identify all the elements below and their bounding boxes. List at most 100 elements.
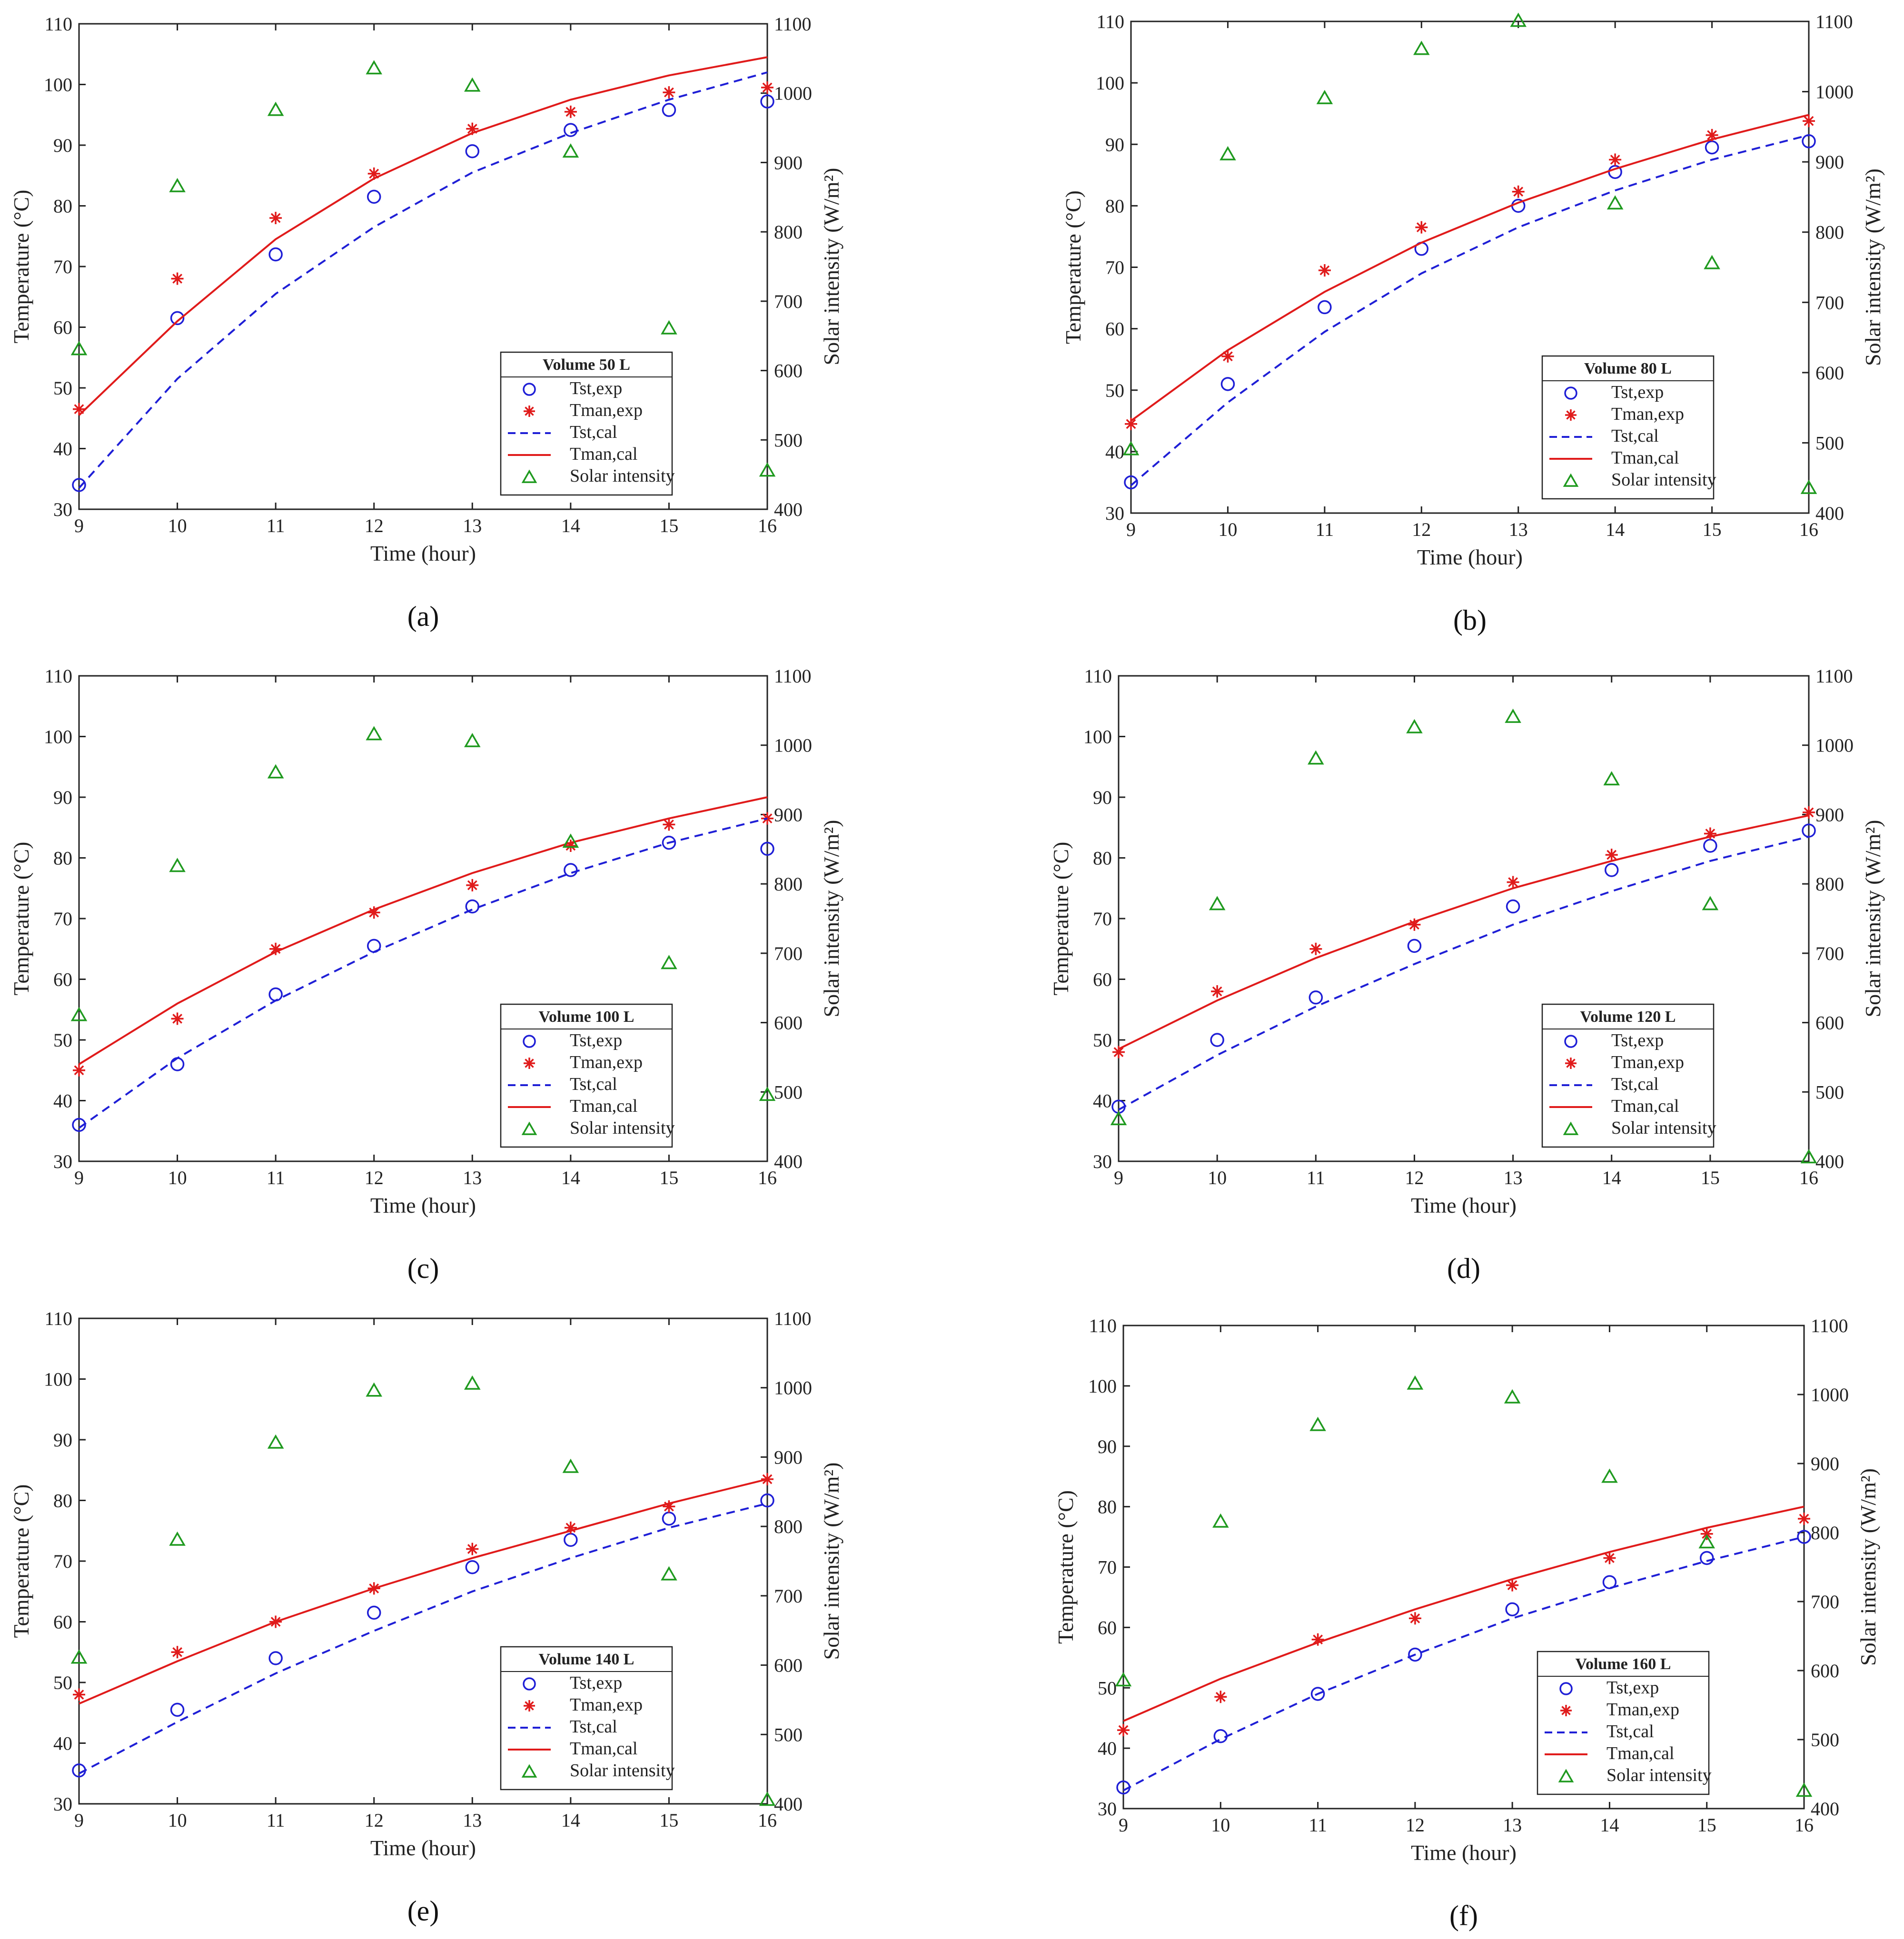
legend: Volume 50 L Tst,expTman,expTst,calTman,ca…	[500, 351, 675, 496]
y-right-axis-label: Solar intensity (W/m²)	[1861, 168, 1885, 366]
legend-title: Volume 80 L	[1584, 360, 1672, 377]
y-axis-label: Temperature (°C)	[1049, 842, 1073, 996]
legend-entry-label: Tst,cal	[1611, 1074, 1659, 1094]
x-tick-label: 9	[74, 1167, 84, 1188]
y-tick-label: 70	[53, 256, 72, 277]
legend-entry-label: Tst,exp	[570, 1673, 622, 1693]
x-axis-label: Time (hour)	[370, 1836, 476, 1860]
data-point-circle	[268, 987, 283, 1002]
data-point-star	[1214, 1691, 1227, 1703]
data-point-triangle	[759, 1791, 776, 1806]
data-point-star	[663, 1500, 675, 1513]
y-right-tick-label: 600	[1811, 1660, 1839, 1682]
legend-title: Volume 100 L	[539, 1008, 635, 1026]
data-point-circle	[1797, 1530, 1811, 1544]
data-point-circle	[1506, 899, 1520, 914]
series-solar-intensity	[1110, 708, 1817, 1164]
y-right-tick-label: 500	[1811, 1729, 1839, 1751]
x-axis-label: Time (hour)	[370, 541, 476, 565]
data-point-triangle	[1601, 1468, 1618, 1483]
legend-entry-label: Tman,cal	[570, 1739, 637, 1759]
data-point-circle	[1703, 839, 1717, 853]
y-tick-label: 50	[1093, 1029, 1112, 1051]
legend-entry-label: Tman,cal	[1606, 1743, 1674, 1763]
y-right-tick-label: 700	[1811, 1591, 1839, 1613]
x-tick-label: 14	[1600, 1814, 1619, 1836]
x-tick-label: 16	[1799, 1167, 1818, 1188]
x-tick-label: 11	[267, 1810, 285, 1831]
data-point-triangle	[562, 833, 579, 848]
data-point-triangle	[661, 320, 677, 335]
legend-entry-label: Tst,cal	[570, 1074, 617, 1094]
data-point-circle	[564, 123, 578, 137]
series-curve	[78, 71, 768, 489]
data-point-triangle	[70, 341, 88, 356]
x-tick-label: 14	[561, 1167, 580, 1188]
legend-marker-star	[524, 406, 535, 417]
y-tick-label: 50	[53, 1029, 72, 1051]
data-point-star	[1803, 115, 1815, 128]
legend-marker-circle	[523, 383, 536, 396]
y-tick-label: 100	[44, 74, 72, 96]
data-point-triangle	[464, 732, 481, 747]
x-tick-label: 15	[1703, 519, 1722, 540]
y-right-tick-label: 700	[1815, 943, 1844, 964]
legend-marker-star	[1565, 409, 1577, 421]
legend-entry-label: Tman,cal	[1611, 448, 1679, 468]
legend-marker-circle	[1559, 1682, 1573, 1695]
data-point-star	[1605, 849, 1618, 861]
data-point-star	[1798, 1513, 1810, 1525]
data-point-triangle	[1406, 719, 1423, 733]
data-point-triangle	[1115, 1672, 1132, 1687]
data-point-triangle	[1407, 1375, 1424, 1390]
legend-marker-circle	[1564, 1035, 1577, 1048]
legend-title: Volume 120 L	[1580, 1008, 1676, 1026]
series-curve	[79, 1478, 768, 1705]
y-right-tick-label: 800	[1815, 873, 1844, 895]
y-tick-label: 30	[53, 499, 72, 520]
data-point-star	[269, 212, 282, 224]
data-point-star	[1311, 1633, 1324, 1646]
data-point-triangle	[759, 1087, 776, 1101]
data-point-triangle	[1510, 12, 1527, 27]
x-axis-label: Time (hour)	[370, 1193, 476, 1217]
data-point-circle	[1309, 990, 1323, 1005]
data-point-triangle	[1505, 708, 1521, 723]
y-tick-label: 80	[1093, 848, 1112, 869]
data-point-triangle	[464, 77, 481, 92]
y-tick-label: 50	[1105, 380, 1124, 401]
data-point-circle	[268, 1651, 283, 1665]
data-point-circle	[268, 247, 283, 262]
legend-entry-label: Tman,exp	[1611, 1052, 1684, 1072]
series-tman-cal	[1118, 814, 1809, 1050]
legend-entry-label: Solar intensity	[570, 1118, 675, 1138]
data-point-triangle	[562, 1458, 579, 1473]
x-tick-label: 15	[659, 515, 678, 536]
data-point-triangle	[1795, 1782, 1813, 1797]
y-tick-label: 80	[1105, 195, 1124, 217]
data-point-circle	[1210, 1033, 1224, 1047]
data-point-circle	[662, 835, 676, 850]
y-right-tick-label: 1100	[774, 1308, 812, 1329]
series-solar-intensity	[70, 60, 776, 477]
legend-entry-label: Tst,cal	[570, 1717, 617, 1737]
data-point-star	[1706, 129, 1718, 141]
legend-entry-label: Solar intensity	[570, 466, 675, 486]
series-tman-exp	[1125, 115, 1815, 430]
panel-label: (a)	[407, 601, 439, 632]
y-tick-label: 60	[53, 969, 72, 990]
series-curve	[1130, 134, 1809, 486]
y-right-tick-label: 400	[774, 1151, 803, 1172]
y-tick-label: 100	[44, 1369, 72, 1390]
data-point-triangle	[464, 1375, 481, 1390]
x-tick-label: 9	[74, 1810, 84, 1831]
x-tick-label: 9	[1119, 1814, 1128, 1836]
x-tick-label: 15	[659, 1167, 678, 1188]
chart-panel-4: 9 10 11 12 13 14 15 16 30 40 50 60 70 80 90 100 110 400 50…	[1049, 665, 1885, 1284]
legend-marker-triangle	[521, 1121, 537, 1135]
data-point-star	[367, 906, 380, 919]
data-point-circle	[1310, 1687, 1325, 1701]
data-point-circle	[367, 1605, 381, 1620]
legend-entry-label: Tst,exp	[1611, 382, 1664, 402]
y-tick-label: 60	[1093, 969, 1112, 990]
